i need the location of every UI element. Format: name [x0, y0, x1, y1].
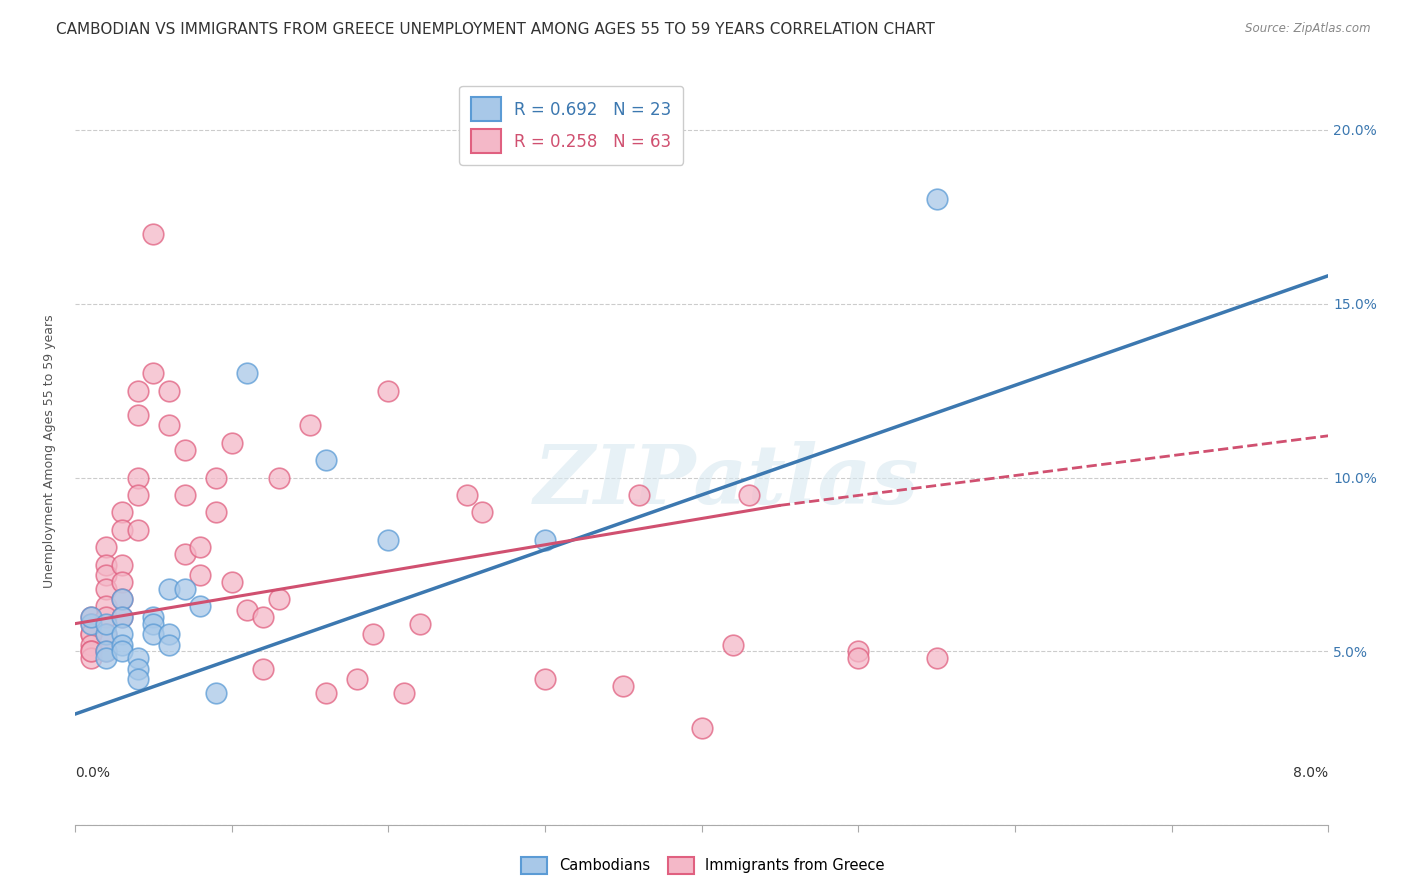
Point [127, 384, 149, 398]
Point [142, 366, 165, 380]
Point [157, 418, 180, 433]
Point [690, 721, 713, 735]
Point [205, 686, 228, 700]
Point [111, 644, 134, 658]
Point [315, 453, 337, 467]
Point [205, 505, 228, 519]
Point [173, 442, 195, 457]
Point [111, 574, 134, 589]
Point [111, 592, 134, 607]
Point [127, 470, 149, 484]
Point [252, 662, 274, 676]
Point [392, 686, 415, 700]
Point [111, 523, 134, 537]
Point [96, 627, 118, 641]
Text: Source: ZipAtlas.com: Source: ZipAtlas.com [1246, 22, 1371, 36]
Point [96, 609, 118, 624]
Point [737, 488, 759, 502]
Point [127, 408, 149, 422]
Point [79, 609, 101, 624]
Point [96, 644, 118, 658]
Point [173, 547, 195, 561]
Text: 8.0%: 8.0% [1294, 766, 1329, 780]
Point [96, 558, 118, 572]
Point [298, 418, 321, 433]
Point [142, 227, 165, 241]
Point [188, 540, 211, 554]
Point [252, 609, 274, 624]
Point [96, 644, 118, 658]
Point [111, 627, 134, 641]
Text: CAMBODIAN VS IMMIGRANTS FROM GREECE UNEMPLOYMENT AMONG AGES 55 TO 59 YEARS CORRE: CAMBODIAN VS IMMIGRANTS FROM GREECE UNEM… [56, 22, 935, 37]
Point [612, 679, 634, 693]
Point [111, 505, 134, 519]
Point [721, 638, 744, 652]
Point [127, 488, 149, 502]
Point [127, 673, 149, 687]
Point [157, 582, 180, 596]
Point [111, 558, 134, 572]
Point [111, 638, 134, 652]
Point [127, 662, 149, 676]
Point [173, 582, 195, 596]
Point [96, 568, 118, 582]
Point [96, 599, 118, 614]
Point [377, 533, 399, 548]
Point [96, 616, 118, 631]
Point [111, 609, 134, 624]
Y-axis label: Unemployment Among Ages 55 to 59 years: Unemployment Among Ages 55 to 59 years [44, 315, 56, 588]
Point [79, 627, 101, 641]
Point [96, 582, 118, 596]
Legend: R = 0.692   N = 23, R = 0.258   N = 63: R = 0.692 N = 23, R = 0.258 N = 63 [460, 86, 683, 165]
Point [534, 673, 557, 687]
Point [236, 603, 259, 617]
Point [361, 627, 384, 641]
Point [157, 384, 180, 398]
Text: ZIPatlas: ZIPatlas [534, 442, 920, 521]
Text: 0.0%: 0.0% [75, 766, 110, 780]
Point [79, 644, 101, 658]
Point [346, 673, 368, 687]
Point [188, 568, 211, 582]
Point [157, 638, 180, 652]
Point [846, 644, 869, 658]
Point [236, 366, 259, 380]
Point [221, 435, 243, 450]
Point [79, 644, 101, 658]
Point [157, 627, 180, 641]
Point [142, 627, 165, 641]
Point [267, 592, 290, 607]
Point [456, 488, 478, 502]
Point [188, 599, 211, 614]
Point [79, 616, 101, 631]
Point [96, 540, 118, 554]
Point [96, 627, 118, 641]
Point [534, 533, 557, 548]
Point [79, 609, 101, 624]
Point [221, 574, 243, 589]
Point [846, 651, 869, 665]
Point [127, 523, 149, 537]
Point [111, 609, 134, 624]
Point [79, 627, 101, 641]
Point [142, 609, 165, 624]
Point [377, 384, 399, 398]
Point [315, 686, 337, 700]
Point [79, 638, 101, 652]
Point [79, 616, 101, 631]
Point [142, 616, 165, 631]
Point [127, 651, 149, 665]
Point [471, 505, 494, 519]
Point [173, 488, 195, 502]
Point [408, 616, 430, 631]
Legend: Cambodians, Immigrants from Greece: Cambodians, Immigrants from Greece [515, 851, 891, 880]
Point [79, 651, 101, 665]
Point [925, 192, 948, 206]
Point [925, 651, 948, 665]
Point [96, 651, 118, 665]
Point [205, 470, 228, 484]
Point [267, 470, 290, 484]
Point [627, 488, 650, 502]
Point [111, 592, 134, 607]
